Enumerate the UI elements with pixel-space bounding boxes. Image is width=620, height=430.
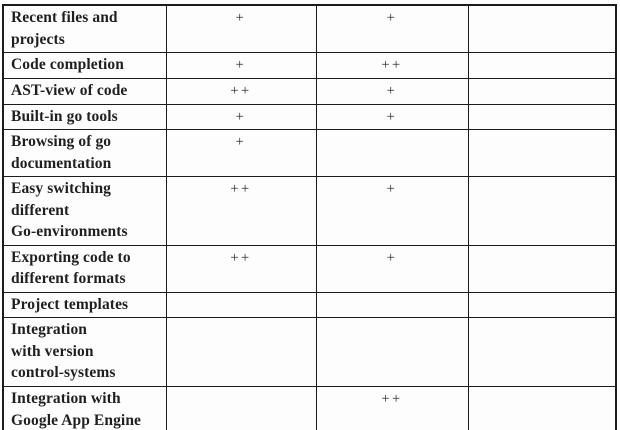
rating-cell: [467, 77, 617, 105]
feature-cell: Recent files and projects: [2, 4, 167, 53]
rating-cell: +: [315, 77, 469, 105]
feature-cell: Exporting code to different formats: [2, 244, 167, 293]
rating-cell: [467, 4, 617, 53]
rating-cell: [467, 176, 617, 246]
rating-cell: +: [165, 103, 317, 130]
rating-cell: [467, 244, 617, 293]
feature-cell: Integration with Google App Engine: [2, 386, 167, 430]
rating-cell: [315, 291, 469, 318]
rating-cell: +: [165, 4, 317, 53]
feature-cell: Code completion: [2, 52, 167, 79]
rating-cell: [165, 386, 317, 430]
rating-cell: [165, 317, 317, 387]
rating-cell: [315, 129, 469, 177]
feature-cell: Easy switching different Go-environments: [2, 176, 167, 246]
table-row: Integration with Google App Engine ++: [2, 386, 617, 430]
table-row: Integration with version control-systems: [2, 317, 617, 387]
table-row: Recent files and projects + +: [2, 4, 617, 53]
rating-cell: ++: [165, 77, 317, 105]
rating-cell: [467, 386, 617, 430]
feature-cell: AST-view of code: [2, 77, 167, 105]
rating-cell: [467, 291, 617, 318]
rating-cell: +: [165, 52, 317, 79]
table-row: Built-in go tools + +: [2, 103, 617, 130]
rating-cell: ++: [315, 52, 469, 79]
feature-cell: Built-in go tools: [2, 103, 167, 130]
rating-cell: [467, 103, 617, 130]
rating-cell: ++: [315, 386, 469, 430]
rating-cell: +: [315, 244, 469, 293]
rating-cell: [165, 291, 317, 318]
feature-cell: Integration with version control-systems: [2, 317, 167, 387]
table-row: Easy switching different Go-environments…: [2, 176, 617, 246]
feature-cell: Project templates: [2, 291, 167, 318]
table-row: Code completion + ++: [2, 52, 617, 79]
rating-cell: ++: [165, 176, 317, 246]
feature-comparison-table: Recent files and projects + + Code compl…: [2, 4, 617, 430]
table-row: Browsing of go documentation +: [2, 129, 617, 177]
table-row: Exporting code to different formats ++ +: [2, 244, 617, 293]
rating-cell: +: [315, 176, 469, 246]
rating-cell: +: [315, 103, 469, 130]
rating-cell: ++: [165, 244, 317, 293]
table-row: AST-view of code ++ +: [2, 77, 617, 105]
rating-cell: +: [315, 4, 469, 53]
rating-cell: [315, 317, 469, 387]
rating-cell: [467, 317, 617, 387]
rating-cell: [467, 52, 617, 79]
rating-cell: +: [165, 129, 317, 177]
feature-cell: Browsing of go documentation: [2, 129, 167, 177]
rating-cell: [467, 129, 617, 177]
table-row: Project templates: [2, 291, 617, 318]
